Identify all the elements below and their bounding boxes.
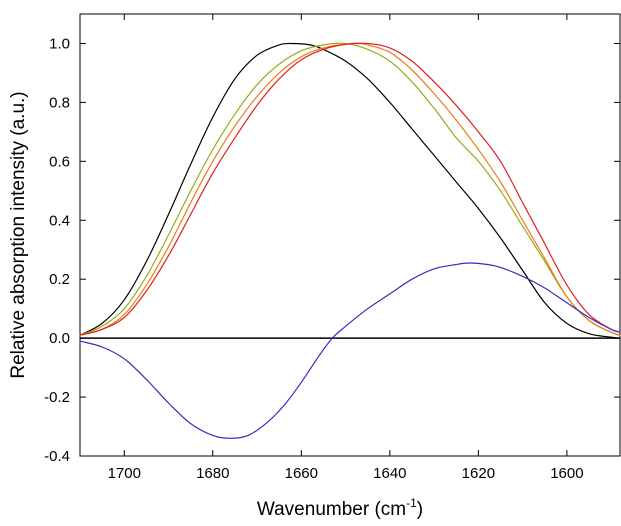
y-tick-label: 0.8 (49, 94, 70, 111)
x-axis-title-main: Wavenumber (cm (257, 499, 406, 520)
x-axis-title-superscript: -1 (406, 496, 417, 510)
plot-frame (79, 13, 621, 457)
y-tick-label: -0.4 (44, 448, 70, 465)
y-tick-label: 0.0 (49, 330, 70, 347)
y-axis-title: Relative absorption intensity (a.u.) (8, 91, 29, 378)
series-line-4 (79, 42, 621, 336)
series-line-5 (79, 262, 621, 439)
y-tick-label: 0.2 (49, 271, 70, 288)
series-group (79, 42, 621, 439)
x-axis-title-suffix: ) (417, 499, 423, 520)
y-tick-label: 0.6 (49, 153, 70, 170)
x-tick-label: 1640 (373, 465, 406, 482)
series-line-1 (79, 42, 621, 339)
x-tick-label: 1700 (108, 465, 141, 482)
series-line-2 (79, 42, 621, 336)
plot-area (79, 13, 621, 457)
y-tick-label: 0.4 (49, 212, 70, 229)
x-tick-label: 1620 (462, 465, 495, 482)
x-axis-title: Wavenumber (cm-1) (257, 496, 423, 520)
series-line-3 (79, 42, 621, 336)
y-tick-label: -0.2 (44, 389, 70, 406)
x-axis-ticks: 1700 1680 1660 1640 1620 1600 (108, 14, 584, 482)
y-tick-label: 1.0 (49, 35, 70, 52)
x-tick-label: 1680 (196, 465, 229, 482)
y-axis-ticks: -0.4 -0.2 0.0 0.2 0.4 0.6 0.8 1.0 (44, 35, 620, 465)
x-tick-label: 1660 (285, 465, 318, 482)
x-tick-label: 1600 (550, 465, 583, 482)
